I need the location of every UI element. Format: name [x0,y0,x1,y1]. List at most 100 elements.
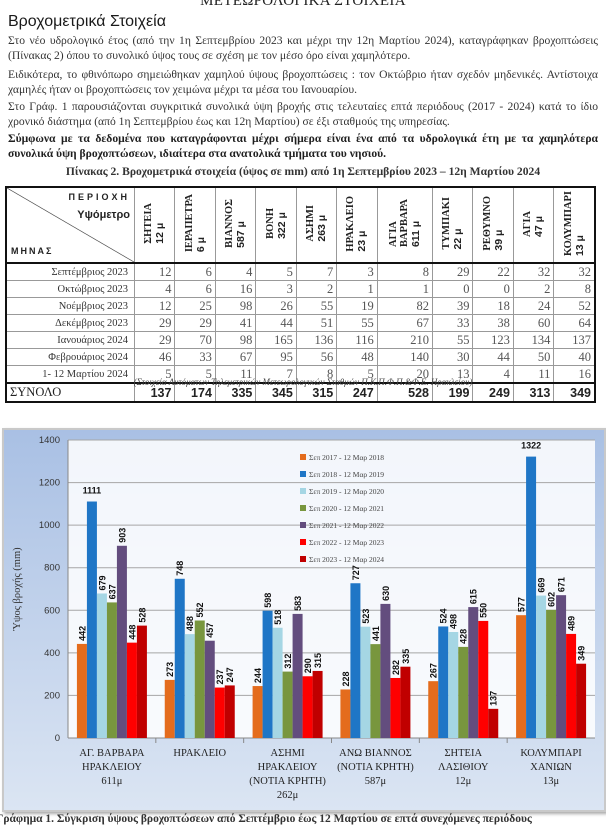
station-elevation: 13 μ [573,234,586,257]
bar [380,603,391,738]
bar [370,644,381,738]
table-row: 1- 12 Μαρτίου 2024 5 5 11 7 8 5 20 13 4 11 16 [5,365,596,384]
column-header-station: ΡΕΘΥΜΝΟ 39 μ [472,186,514,264]
category-label: 611μ [101,776,122,787]
rainfall-cell: 33 [431,314,474,332]
legend-entry: Σεπ 2017 - 12 Μαρ 2018 [309,453,384,462]
rainfall-cell: 38 [472,314,514,332]
bar-value-label: 441 [371,626,381,641]
bar [360,626,371,738]
rainfall-cell: 55 [336,314,378,332]
station-label: ΡΕΘΥΜΝΟ 39 μ [482,196,505,251]
rainfall-cell: 6 [174,262,216,281]
station-label: ΚΟΛΥΜΠΑΡΙ 13 μ [563,191,586,256]
bar-value-label: 244 [253,668,263,683]
rainfall-cell: 44 [472,348,514,366]
y-tick-label: 400 [44,648,60,659]
bar [262,610,273,738]
rainfall-cell: 18 [472,297,514,315]
rainfall-cell: 52 [553,297,596,315]
legend-entry: Σεπ 2023 - 12 Μαρ 2024 [309,555,384,564]
total-cell: 199 [431,382,474,403]
bar [174,578,185,738]
legend-entry: Σεπ 2021 - 12 Μαρ 2022 [309,521,384,530]
bar [576,663,587,738]
y-tick-label: 0 [55,733,60,744]
category-label: ΗΡΑΚΛΕΙΟΥ [258,762,318,773]
station-label: ΙΕΡΑΠΕΤΡΑ 6 μ [184,194,207,252]
category-label: 12μ [455,776,472,787]
rainfall-cell: 123 [472,331,514,349]
station-elevation: 39 μ [492,229,505,251]
rainfall-cell: 22 [472,262,514,281]
column-header-station: ΣΗΤΕΙΑ 12 μ [133,186,176,264]
bar [194,620,205,738]
total-cell: 249 [472,382,514,403]
station-name: ΒΙΑΝΝΟΣ [224,199,236,248]
bar [488,708,499,738]
bar-value-label: 282 [391,660,401,675]
bar [458,646,469,738]
table-row: Δεκέμβριος 2023 29 29 41 44 51 55 67 33 38 60 64 [5,314,596,332]
bar-value-label: 1322 [521,441,541,451]
station-label: ΑΓΙΑ 47 μ [522,211,545,237]
section-heading: Βροχομετρικά Στοιχεία [8,13,166,30]
rainfall-cell: 60 [512,314,555,332]
bar-value-label: 290 [303,658,313,673]
bar-value-label: 228 [341,671,351,686]
bar [224,685,235,738]
bar-value-label: 312 [283,654,293,669]
station-elevation: 47 μ [533,215,546,237]
rainfall-cell: 2 [512,280,555,298]
category-label: 262μ [277,790,299,801]
chart-svg: 0 200 400 600 800 1000 1200 1400 Ύψος βροχής (mm… [12,435,595,801]
rainfall-cell: 40 [553,348,596,366]
table-header-row: ΠΕΡΙΟΧΗ Υψόμετρο ΜΗΝΑΣ ΣΗΤΕΙΑ 12 μ ΙΕΡΑΠΕΤ… [5,186,596,264]
table-row: Φεβρουάριος 2024 46 33 67 95 56 48 140 30 44 50 40 [5,348,596,366]
column-header-station: ΤΥΜΠΑΚΙ 22 μ [431,186,474,264]
station-elevation: 263 μ [316,214,329,242]
category-label: ΑΝΩ ΒΙΑΝΝΟΣ [339,748,412,759]
region-label: ΠΕΡΙΟΧΗ [68,192,130,202]
bar-value-label: 488 [185,616,195,631]
document-title: ΜΕΤΕΩΡΟΛΟΓΙΚΑ ΣΤΟΙΧΕΙΑ [200,0,406,9]
paragraph-intro: Στο νέο υδρολογικό έτος (από την 1η Σεπτ… [8,34,598,62]
station-elevation: 587 μ [235,221,248,248]
bar [312,670,323,738]
rainfall-cell: 95 [255,348,297,366]
station-label: ΤΥΜΠΑΚΙ 22 μ [441,197,464,250]
bar-value-label: 577 [517,597,527,612]
table-row: Οκτώβριος 2023 4 6 16 3 2 1 1 0 0 2 8 [5,280,596,298]
bar-value-label: 237 [215,670,225,685]
rainfall-cell: 32 [512,262,555,281]
rainfall-cell: 29 [431,262,474,281]
rainfall-cell: 6 [174,280,216,298]
category-label: ΑΣΗΜΙ [271,748,306,759]
total-cell: 137 [133,382,176,403]
bar [76,643,87,738]
paragraph-details: Ειδικότερα, το φθινόπωρο σημειώθηκαν χαμ… [8,68,598,96]
rainfall-cell: 4 [214,262,257,281]
bar [428,681,439,738]
bar [536,595,547,738]
bar [272,627,283,738]
figure-caption: Γράφημα 1. Σύγκριση ύψους βροχοπτώσεων α… [0,813,532,825]
bar [340,689,351,738]
month-cell: Νοέμβριος 2023 [5,297,135,315]
bar [136,625,147,738]
rainfall-cell: 16 [214,280,257,298]
category-label: ΚΟΛΥΜΠΑΡΙ [520,748,582,759]
rainfall-cell: 56 [295,348,338,366]
bar [116,545,127,738]
table-corner-header: ΠΕΡΙΟΧΗ Υψόμετρο ΜΗΝΑΣ [5,186,135,264]
rainfall-cell: 140 [376,348,434,366]
elevation-label: Υψόμετρο [77,209,130,221]
category-label: (ΝΟΤΙΑ ΚΡΗΤΗ) [337,762,414,773]
bar-value-label: 489 [567,616,577,631]
bar-value-label: 335 [401,649,411,664]
category-label: 13μ [543,776,560,787]
rainfall-cell: 50 [512,348,555,366]
bar [566,633,577,738]
table-row: Σεπτέμβριος 2023 12 6 4 5 7 3 8 29 22 32 32 [5,262,596,281]
rainfall-cell: 67 [214,348,257,366]
